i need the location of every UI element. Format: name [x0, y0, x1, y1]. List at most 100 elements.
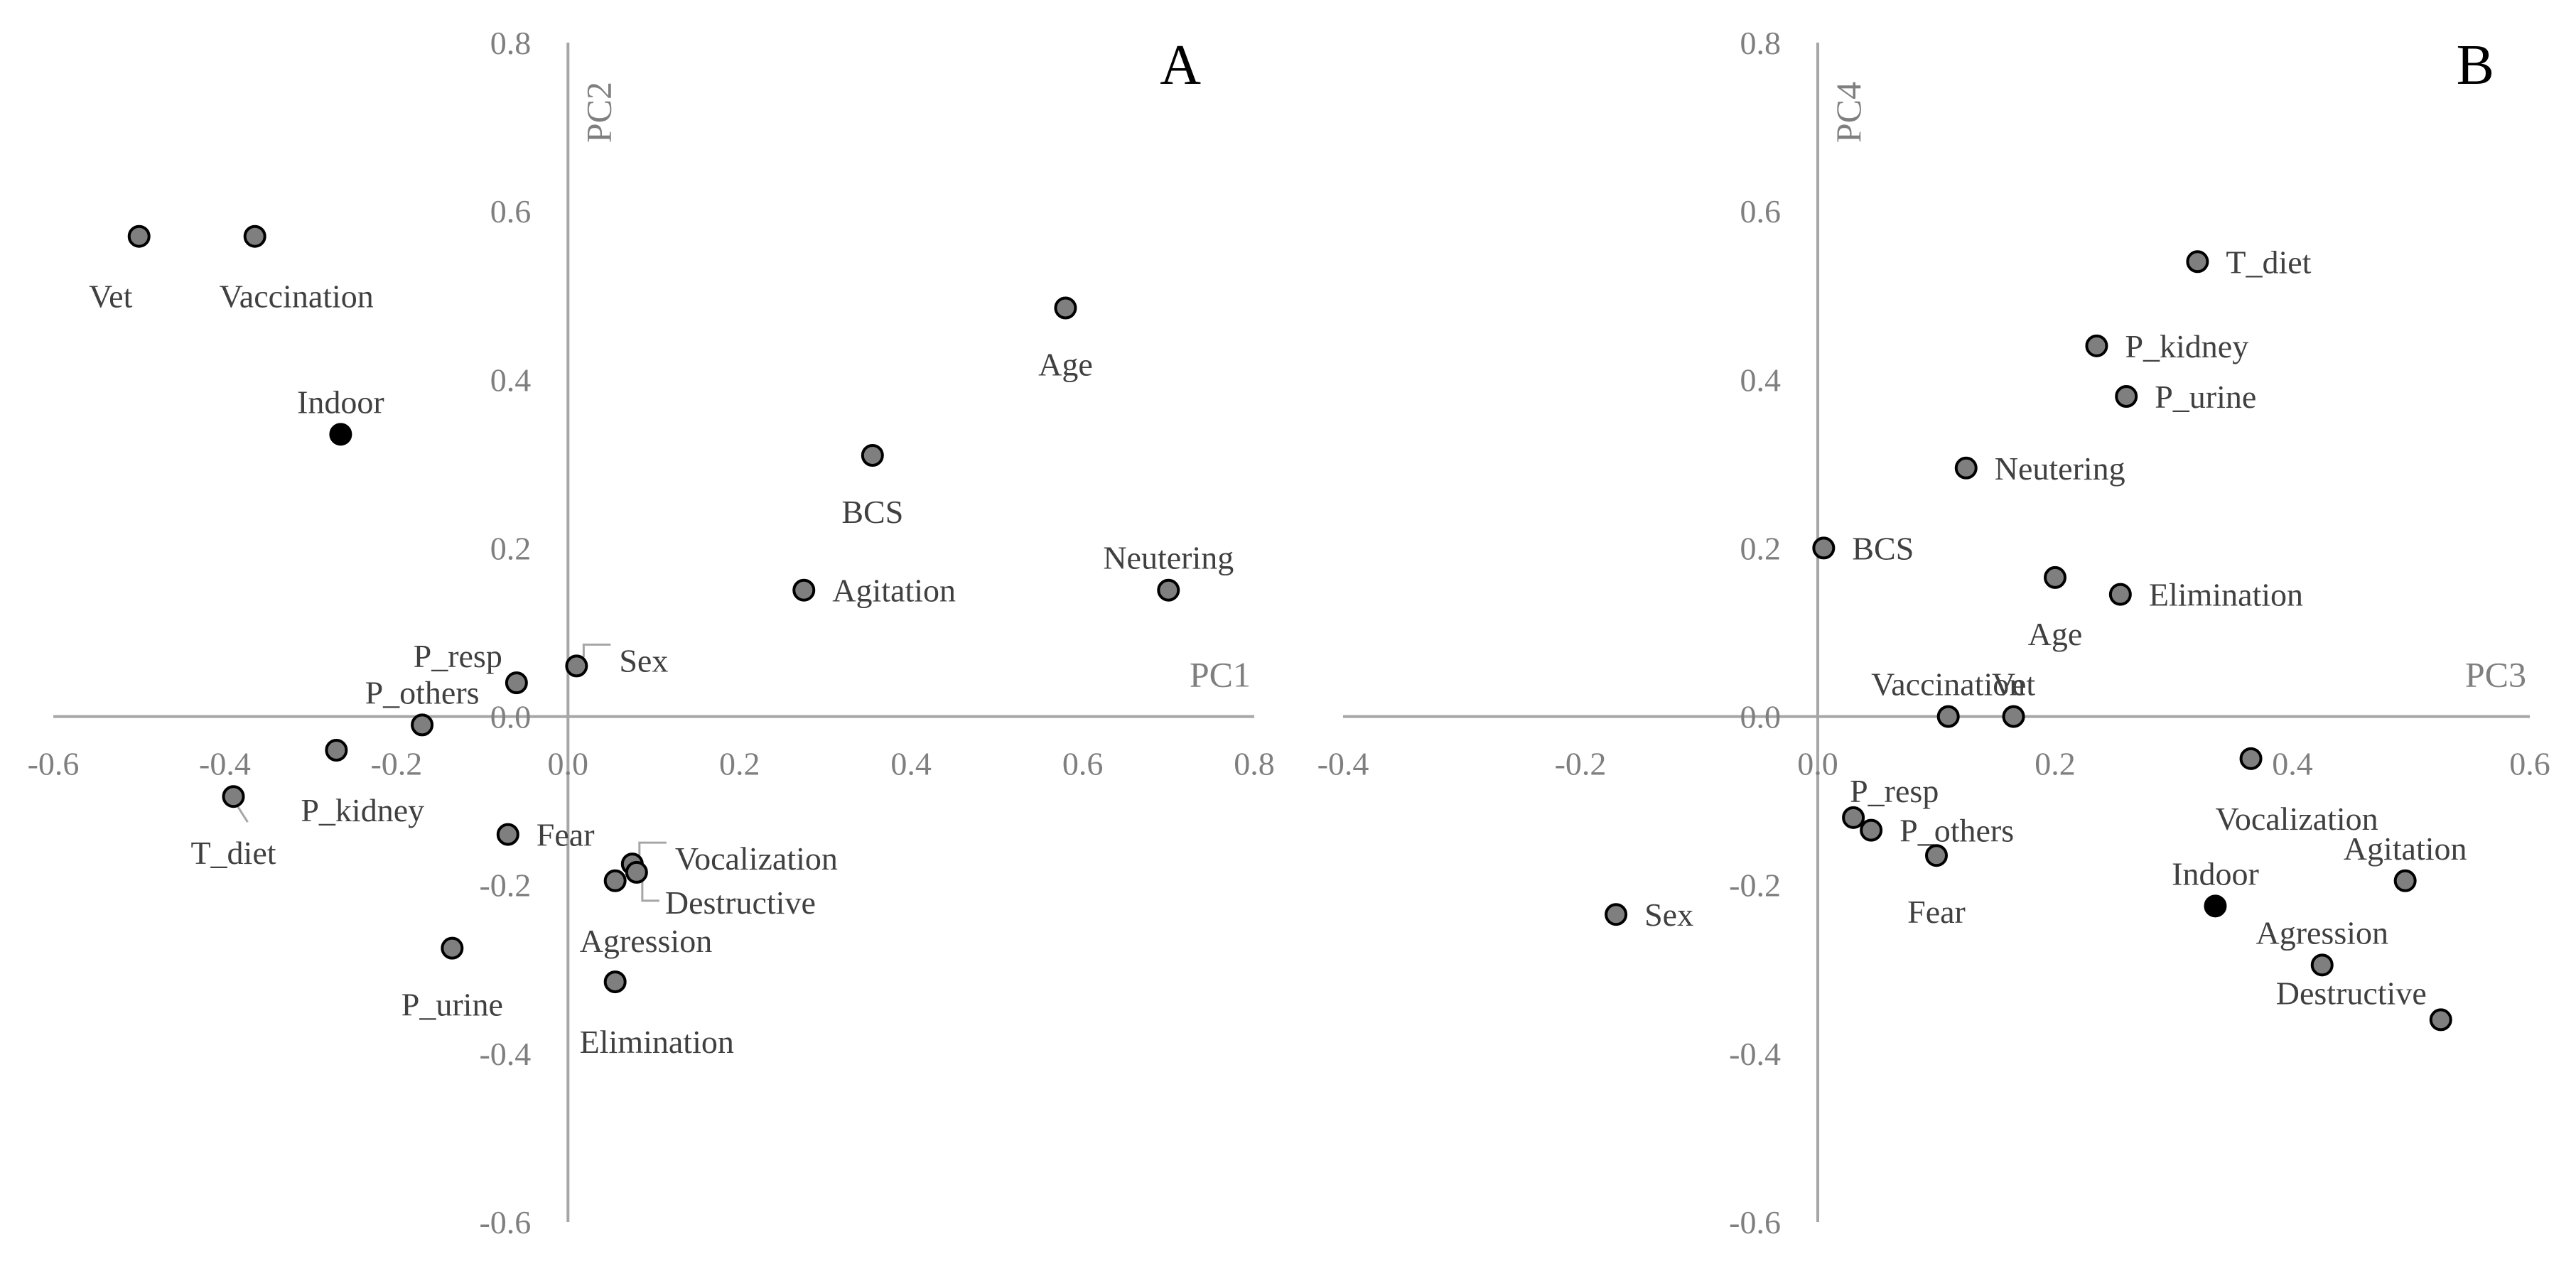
point-label-p-resp: P_resp: [1850, 773, 1939, 809]
y-tick-label: -0.6: [1729, 1204, 1781, 1240]
y-tick-label: 0.2: [490, 530, 532, 566]
point-p-urine: [2115, 385, 2138, 408]
point-label-elimination: Elimination: [2149, 577, 2303, 613]
y-tick-label: 0.0: [1740, 699, 1782, 735]
x-tick-label: -0.6: [28, 746, 80, 782]
point-neutering: [1157, 578, 1180, 602]
x-tick-label: 0.6: [1062, 746, 1104, 782]
point-agitation: [792, 578, 816, 602]
point-indoor: [329, 423, 352, 446]
x-tick-label: -0.2: [370, 746, 422, 782]
y-tick-label: 0.2: [1740, 530, 1782, 566]
point-label-elimination: Elimination: [580, 1024, 734, 1060]
panel-b-letter: B: [2457, 34, 2494, 97]
point-label-vocalization: Vocalization: [2216, 801, 2378, 837]
x-tick-label: 0.2: [2035, 746, 2076, 782]
point-p-resp: [1842, 806, 1865, 829]
panel-a-letter: A: [1160, 34, 1201, 97]
point-elimination: [2108, 583, 2132, 606]
point-label-fear: Fear: [1907, 894, 1966, 930]
point-label-destructive: Destructive: [665, 884, 816, 921]
x-tick-label: 0.4: [2272, 746, 2313, 782]
point-p-resp: [505, 671, 528, 695]
point-label-p-resp: P_resp: [414, 638, 502, 674]
point-label-agitation: Agitation: [832, 573, 956, 609]
point-sex: [1605, 903, 1628, 926]
point-p-kidney: [2085, 334, 2108, 357]
point-label-vaccination: Vaccination: [220, 278, 374, 315]
point-bcs: [861, 444, 884, 467]
y-tick-label: -0.2: [1729, 867, 1781, 904]
point-label-vocalization: Vocalization: [675, 840, 838, 877]
y-tick-label: 0.4: [1740, 362, 1782, 398]
y-tick-label: -0.4: [479, 1036, 531, 1072]
point-label-agression: Agression: [580, 923, 713, 959]
point-label-sex: Sex: [1644, 897, 1693, 933]
point-vaccination: [243, 224, 266, 248]
leader-line-vocalization: [638, 841, 667, 856]
point-vocalization: [2239, 747, 2263, 770]
x-tick-label: 0.4: [890, 746, 932, 782]
y-tick-label: -0.4: [1729, 1036, 1781, 1072]
point-label-p-others: P_others: [1899, 813, 2014, 849]
leader-line-destructive: [641, 880, 659, 902]
point-vet: [127, 224, 151, 248]
point-destructive: [625, 860, 648, 884]
y-tick-label: 0.4: [490, 362, 532, 398]
point-label-p-kidney: P_kidney: [2125, 328, 2248, 364]
point-label-bcs: BCS: [1852, 530, 1914, 566]
point-t-diet: [2186, 250, 2209, 274]
x-tick-label: 0.2: [719, 746, 760, 782]
leader-line-t-diet: [237, 806, 249, 823]
point-label-neutering: Neutering: [1995, 450, 2125, 487]
point-label-vet: Vet: [1992, 666, 2036, 703]
point-label-p-kidney: P_kidney: [301, 792, 424, 828]
point-label-indoor: Indoor: [2172, 855, 2259, 892]
point-agression: [2310, 953, 2334, 977]
point-t-diet: [222, 785, 245, 808]
point-label-vaccination: Vaccination: [1871, 666, 2025, 703]
x-axis-title: PC1: [1190, 655, 1251, 695]
point-fear: [496, 823, 519, 846]
point-sex: [565, 654, 588, 678]
point-p-others: [1860, 818, 1883, 842]
x-tick-label: -0.4: [1317, 746, 1369, 782]
point-vaccination: [1936, 705, 1960, 728]
panel-b: B -0.4 -0.2 0.0 0.2 0.4 0.6 -0.6 -0.4 -0.2 0.0 0.2…: [1317, 25, 2550, 1240]
point-agitation: [2393, 869, 2417, 892]
x-axis-title: PC3: [2465, 655, 2526, 695]
point-label-neutering: Neutering: [1103, 540, 1234, 576]
y-tick-label: 0.8: [1740, 25, 1782, 61]
panel-a: A -0.6 -0.4 -0.2 0.0 0.2 0.4 0.6 0.8 -0.6 -0.4 -0.…: [28, 25, 1275, 1240]
point-label-sex: Sex: [619, 642, 668, 678]
point-age: [1054, 296, 1077, 320]
point-bcs: [1812, 536, 1836, 560]
point-label-indoor: Indoor: [297, 384, 384, 420]
point-p-kidney: [325, 739, 348, 762]
y-tick-label: 0.8: [490, 25, 532, 61]
point-destructive: [2429, 1008, 2452, 1032]
leader-line-sex: [582, 643, 611, 658]
point-fear: [1925, 844, 1948, 867]
point-vet: [2002, 705, 2025, 728]
point-p-others: [411, 713, 434, 737]
point-age: [2044, 565, 2066, 589]
x-tick-label: 0.0: [1797, 746, 1838, 782]
y-axis-title: PC2: [578, 82, 618, 143]
y-tick-label: 0.0: [490, 699, 532, 735]
y-axis-title: PC4: [1828, 82, 1868, 143]
point-label-destructive: Destructive: [2276, 975, 2427, 1011]
point-elimination: [603, 970, 627, 994]
point-label-agression: Agression: [2256, 914, 2388, 951]
x-tick-label: 0.0: [548, 746, 589, 782]
point-label-vet: Vet: [89, 278, 133, 315]
y-tick-label: -0.6: [479, 1204, 531, 1240]
point-p-urine: [441, 936, 464, 960]
y-tick-label: 0.6: [1740, 193, 1782, 229]
x-tick-label: 0.6: [2509, 746, 2550, 782]
point-label-agitation: Agitation: [2344, 830, 2467, 867]
point-label-p-urine: P_urine: [402, 987, 503, 1023]
point-indoor: [2204, 894, 2227, 918]
